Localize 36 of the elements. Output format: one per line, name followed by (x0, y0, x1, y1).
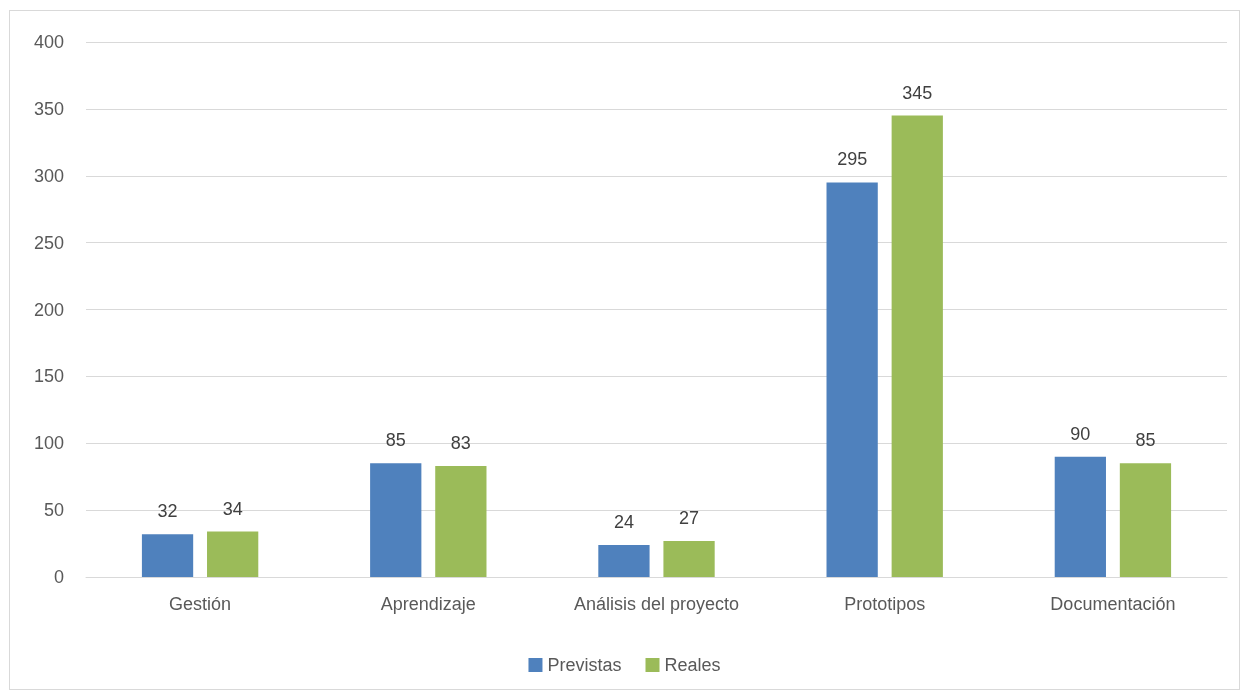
bar (891, 115, 943, 577)
bar (370, 463, 422, 577)
bar (826, 182, 878, 577)
y-tick-label: 300 (33, 165, 64, 186)
y-tick-label: 0 (53, 567, 64, 587)
bar (141, 534, 194, 577)
data-label: 83 (450, 432, 471, 453)
x-tick-label: Análisis del proyecto (573, 594, 740, 614)
bar (663, 540, 715, 577)
data-label: 85 (385, 430, 406, 451)
x-tick-label: Gestión (169, 594, 232, 614)
y-tick-label: 250 (33, 232, 64, 253)
bar (435, 465, 487, 577)
y-tick-label: 200 (33, 299, 64, 320)
data-label: 27 (679, 507, 700, 528)
y-tick-label: 150 (33, 366, 64, 387)
data-label: 90 (1070, 423, 1091, 444)
x-tick-label: Documentación (1050, 594, 1176, 614)
bar (598, 544, 650, 577)
bar (207, 531, 259, 577)
data-label: 345 (902, 82, 933, 103)
data-label: 32 (157, 501, 178, 522)
data-label: 295 (837, 149, 868, 170)
bar (1119, 463, 1172, 577)
y-tick-label: 100 (33, 433, 64, 454)
y-tick-label: 400 (33, 32, 64, 52)
y-tick-label: 50 (43, 500, 64, 521)
x-tick-label: Prototipos (844, 594, 926, 614)
data-label: 85 (1135, 430, 1156, 451)
data-label: 24 (613, 511, 634, 532)
bar (1054, 456, 1106, 577)
legend-label: Previstas (547, 655, 622, 675)
x-tick-label: Aprendizaje (380, 594, 476, 614)
data-label: 34 (222, 498, 243, 519)
y-tick-label: 350 (33, 98, 64, 119)
legend-label: Reales (664, 655, 721, 675)
